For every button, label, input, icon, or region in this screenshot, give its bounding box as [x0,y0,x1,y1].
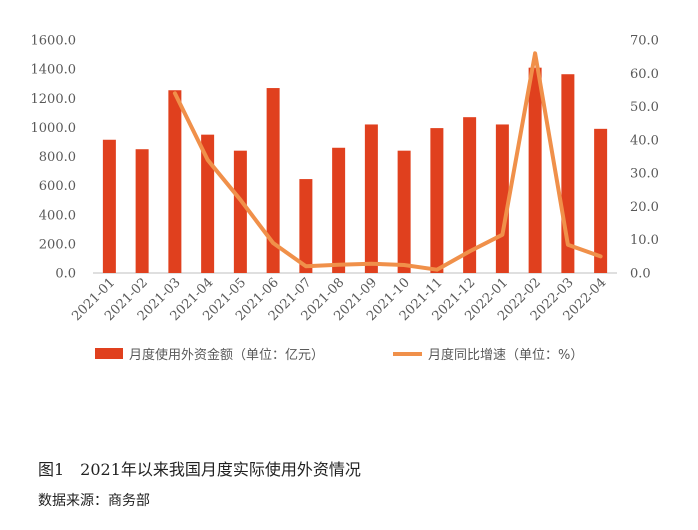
bar [364,124,378,274]
right-tick-label: 10.0 [630,233,659,248]
figure-caption: 图1 2021年以来我国月度实际使用外资情况 [38,460,361,479]
left-tick-label: 400.0 [39,208,76,223]
legend-bar-swatch [95,348,123,359]
left-axis-ticks: 0.0 200.0 400.0 600.0 800.0 1000.0 1200.0 1400.… [31,34,77,282]
left-tick-label: 1200.0 [31,92,77,107]
bar [168,90,182,273]
bar [463,117,477,274]
bar [102,139,116,273]
left-tick-label: 1600.0 [31,34,77,49]
bar [397,150,411,273]
right-tick-label: 20.0 [630,200,659,215]
bar [135,149,149,273]
data-source: 数据来源：商务部 [38,493,150,509]
bar [528,67,542,273]
left-tick-label: 1400.0 [31,63,77,78]
left-tick-label: 600.0 [39,179,76,194]
left-tick-label: 800.0 [39,150,76,165]
bar [594,128,608,273]
x-axis-ticks: 2021-012021-022021-032021-042021-052021-… [69,275,609,324]
bar [266,88,280,274]
left-tick-label: 0.0 [55,267,76,282]
chart: 0.0 200.0 400.0 600.0 800.0 1000.0 1200.0 1400.… [31,34,659,364]
growth-rate-line [172,51,603,272]
left-tick-label: 1000.0 [31,121,77,136]
left-tick-label: 200.0 [39,237,76,252]
bar [332,147,346,273]
right-tick-label: 50.0 [630,100,659,115]
right-tick-label: 70.0 [630,34,659,49]
bar [201,134,215,273]
legend-bar-label: 月度使用外资金额（单位：亿元） [129,347,324,363]
right-tick-label: 60.0 [630,67,659,82]
right-tick-label: 40.0 [630,133,659,148]
right-tick-label: 30.0 [630,167,659,182]
bar [299,179,313,273]
legend: 月度使用外资金额（单位：亿元） 月度同比增速（单位：%） [95,347,583,363]
right-axis-ticks: 0.0 10.0 20.0 30.0 40.0 50.0 60.0 70.0 [630,34,659,282]
bar-series [102,67,608,274]
bar [430,128,444,273]
right-tick-label: 0.0 [630,267,651,282]
legend-line-label: 月度同比增速（单位：%） [428,347,583,363]
bar [233,150,247,273]
